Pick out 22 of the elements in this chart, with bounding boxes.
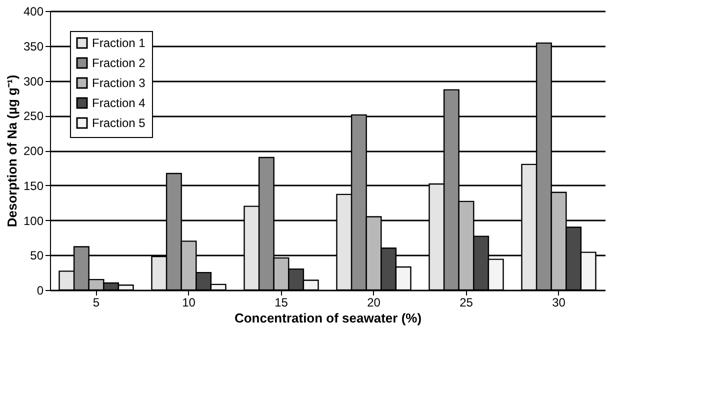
y-tick-label: 150 — [23, 178, 44, 193]
y-tick-label: 250 — [23, 109, 44, 124]
x-tick-label: 5 — [92, 296, 100, 310]
legend-label: Fraction 4 — [92, 96, 146, 110]
y-tick-label: 200 — [23, 144, 44, 158]
x-tick-label: 25 — [460, 296, 474, 310]
x-tick-label: 30 — [552, 296, 566, 310]
y-tick-label: 50 — [30, 248, 44, 263]
y-tick-label: 400 — [23, 4, 44, 18]
x-tick-label: 20 — [367, 296, 381, 310]
x-tick-label: 10 — [182, 296, 196, 310]
x-axis-title: Concentration of seawater (%) — [234, 310, 422, 326]
y-tick-label: 350 — [23, 39, 44, 54]
legend-label: Fraction 3 — [92, 76, 146, 90]
y-axis-title: Desorption of Na (µg g⁻¹) — [4, 74, 20, 228]
y-tick-label: 100 — [23, 214, 44, 228]
y-tick-label: 300 — [23, 74, 44, 88]
y-tick-label: 0 — [36, 284, 44, 298]
legend-label: Fraction 1 — [92, 36, 146, 50]
x-tick-label: 15 — [274, 296, 288, 310]
legend-label: Fraction 2 — [92, 56, 146, 70]
legend-label: Fraction 5 — [92, 116, 146, 130]
